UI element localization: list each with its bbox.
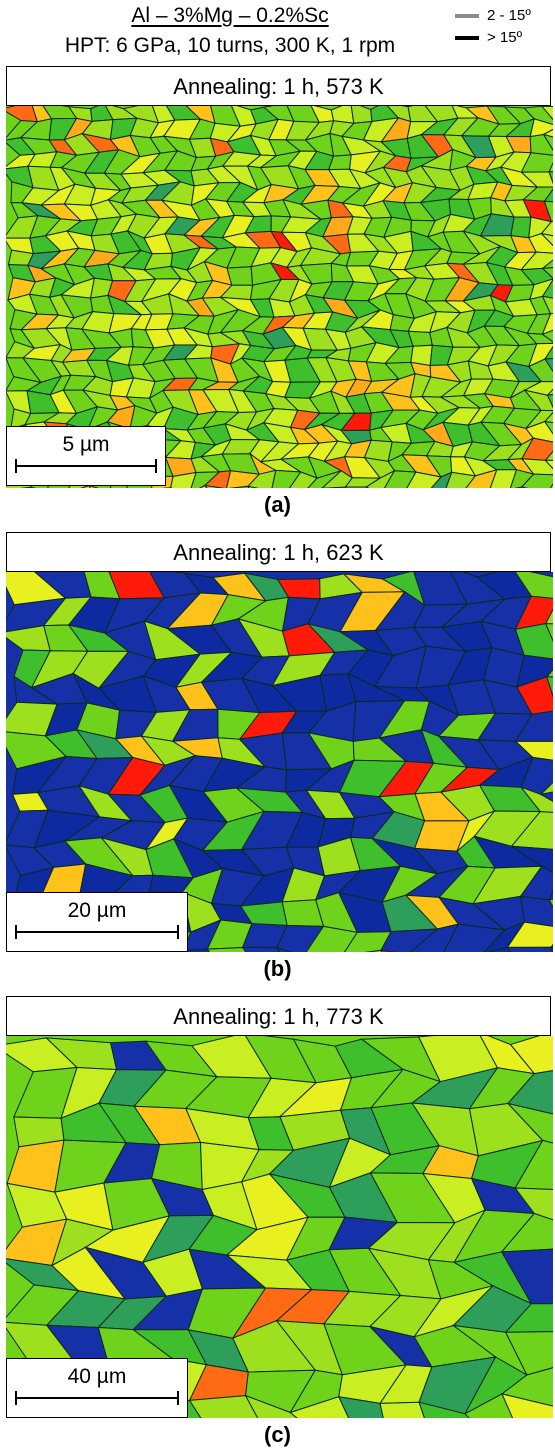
scale-bar-b: 20 µm [6, 892, 188, 952]
legend-gray-line-icon [455, 14, 479, 18]
ebsd-map-a [6, 106, 553, 488]
figure-title: Al – 3%Mg – 0.2%Sc [131, 4, 329, 27]
legend-label-high-angle: > 15º [487, 29, 523, 46]
legend-black-line-icon [455, 36, 479, 40]
panel-c: Annealing: 1 h, 773 K 40 µm [6, 996, 553, 1418]
panel-c-title: Annealing: 1 h, 773 K [6, 996, 551, 1036]
legend-label-low-angle: 2 - 15º [487, 7, 531, 24]
scale-label-b: 20 µm [67, 899, 127, 922]
scale-line-b [15, 925, 179, 939]
legend-item-high-angle: > 15º [455, 30, 522, 46]
panel-a: Annealing: 1 h, 573 K 5 µm [6, 66, 553, 488]
scale-label-c: 40 µm [67, 1365, 127, 1388]
panel-a-title: Annealing: 1 h, 573 K [6, 66, 551, 106]
ebsd-map-c [6, 1036, 553, 1418]
scale-bar-c: 40 µm [6, 1358, 188, 1418]
figure-subtitle: HPT: 6 GPa, 10 turns, 300 K, 1 rpm [64, 34, 396, 57]
legend-item-low-angle: 2 - 15º [455, 8, 531, 24]
panel-b: Annealing: 1 h, 623 K 20 µm [6, 532, 553, 952]
caption-c: (c) [264, 1422, 291, 1447]
scale-line-c [15, 1391, 179, 1405]
caption-a: (a) [264, 492, 291, 517]
panel-b-title: Annealing: 1 h, 623 K [6, 532, 551, 572]
scale-line-a [15, 459, 157, 473]
ebsd-map-b [6, 572, 553, 952]
scale-bar-a: 5 µm [6, 426, 166, 486]
caption-b: (b) [263, 956, 292, 981]
scale-label-a: 5 µm [62, 433, 110, 456]
